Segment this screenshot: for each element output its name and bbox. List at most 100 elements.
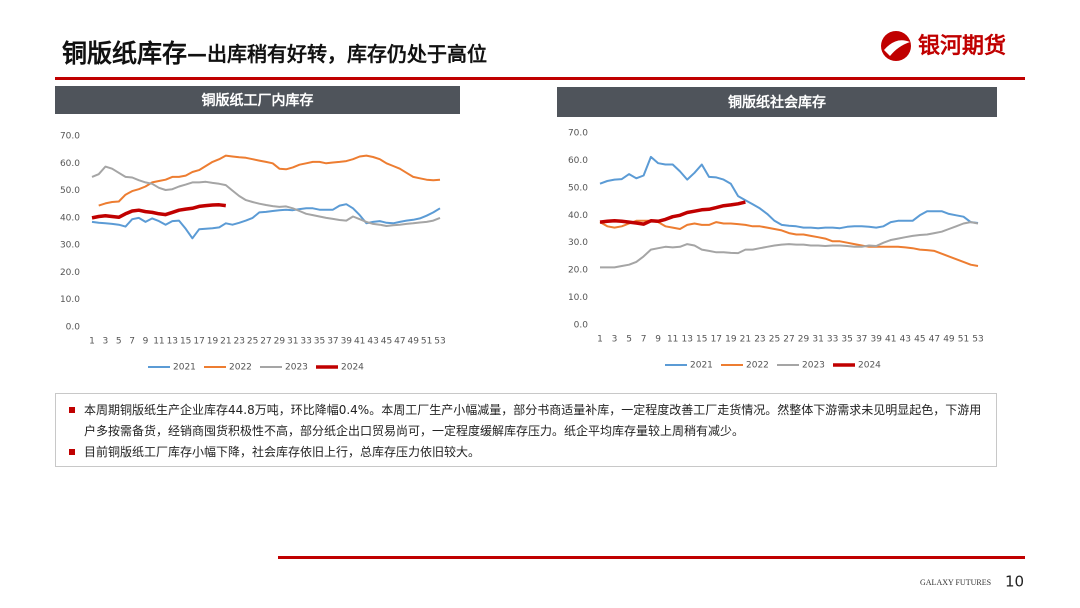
x-tick-label: 49 bbox=[943, 335, 955, 345]
x-tick-label: 11 bbox=[667, 335, 678, 345]
y-tick-label: 40.0 bbox=[568, 211, 588, 221]
title-main: 铜版纸库存 bbox=[62, 39, 187, 68]
x-tick-label: 1 bbox=[89, 337, 95, 347]
y-tick-label: 30.0 bbox=[60, 241, 80, 251]
legend-label: 2024 bbox=[858, 361, 881, 371]
series-line bbox=[98, 154, 441, 207]
x-tick-label: 3 bbox=[612, 335, 618, 345]
x-tick-label: 13 bbox=[167, 337, 178, 347]
chart-title-bar bbox=[55, 86, 460, 114]
x-tick-label: 41 bbox=[354, 337, 365, 347]
x-tick-label: 29 bbox=[274, 337, 286, 347]
x-tick-label: 7 bbox=[641, 335, 647, 345]
logo-swoosh bbox=[884, 40, 910, 56]
y-tick-label: 0.0 bbox=[574, 321, 589, 331]
x-tick-label: 41 bbox=[885, 335, 896, 345]
y-tick-label: 30.0 bbox=[568, 238, 588, 248]
y-tick-label: 40.0 bbox=[60, 213, 80, 223]
y-tick-label: 60.0 bbox=[568, 156, 588, 166]
x-tick-label: 43 bbox=[900, 335, 911, 345]
title-sub: —出库稍有好转，库存仍处于高位 bbox=[187, 42, 487, 66]
x-tick-label: 15 bbox=[180, 337, 191, 347]
x-tick-label: 39 bbox=[341, 337, 353, 347]
x-tick-label: 31 bbox=[287, 337, 298, 347]
x-tick-label: 5 bbox=[626, 335, 632, 345]
y-tick-label: 10.0 bbox=[60, 295, 80, 305]
x-tick-label: 21 bbox=[740, 335, 751, 345]
x-tick-label: 21 bbox=[220, 337, 231, 347]
series-line bbox=[599, 200, 746, 226]
x-tick-label: 5 bbox=[116, 337, 122, 347]
legend-label: 2021 bbox=[173, 363, 196, 373]
y-tick-label: 70.0 bbox=[568, 129, 588, 139]
x-tick-label: 43 bbox=[367, 337, 378, 347]
x-tick-label: 9 bbox=[655, 335, 661, 345]
x-tick-label: 23 bbox=[754, 335, 765, 345]
series-line bbox=[91, 165, 441, 227]
x-tick-label: 15 bbox=[696, 335, 707, 345]
x-tick-label: 9 bbox=[143, 337, 149, 347]
series-line bbox=[91, 203, 441, 240]
x-tick-label: 23 bbox=[234, 337, 245, 347]
chart-title-bar bbox=[557, 87, 997, 117]
x-tick-label: 19 bbox=[725, 335, 737, 345]
series-line bbox=[599, 155, 979, 230]
x-tick-label: 47 bbox=[394, 337, 405, 347]
logo-text: 银河期货 bbox=[918, 33, 1006, 59]
x-tick-label: 19 bbox=[207, 337, 219, 347]
chart-title: 铜版纸工厂内库存 bbox=[202, 92, 314, 109]
x-tick-label: 11 bbox=[153, 337, 164, 347]
y-tick-label: 10.0 bbox=[568, 293, 588, 303]
x-tick-label: 27 bbox=[260, 337, 271, 347]
series-line bbox=[91, 203, 227, 220]
series-line bbox=[599, 219, 979, 267]
x-tick-label: 53 bbox=[972, 335, 983, 345]
notes-box: 本周期铜版纸生产企业库存44.8万吨，环比降幅0.4%。本周工厂生产小幅减量，部… bbox=[55, 393, 997, 467]
y-tick-label: 50.0 bbox=[60, 186, 80, 196]
x-tick-label: 53 bbox=[434, 337, 445, 347]
chart-title: 铜版纸社会库存 bbox=[728, 94, 826, 111]
footer-brand: GALAXY FUTURES bbox=[920, 578, 991, 587]
x-tick-label: 13 bbox=[682, 335, 693, 345]
x-tick-label: 17 bbox=[193, 337, 204, 347]
x-tick-label: 33 bbox=[827, 335, 838, 345]
legend-label: 2023 bbox=[285, 363, 308, 373]
header-rule bbox=[55, 77, 1025, 80]
x-tick-label: 37 bbox=[856, 335, 867, 345]
y-tick-label: 0.0 bbox=[66, 323, 81, 333]
note: 目前铜版纸工厂库存小幅下降，社会库存依旧上行，总库存压力依旧较大。 bbox=[66, 442, 986, 463]
x-tick-label: 47 bbox=[929, 335, 940, 345]
x-tick-label: 17 bbox=[711, 335, 722, 345]
x-tick-label: 37 bbox=[327, 337, 338, 347]
y-tick-label: 50.0 bbox=[568, 183, 588, 193]
x-tick-label: 33 bbox=[300, 337, 311, 347]
y-tick-label: 20.0 bbox=[568, 266, 588, 276]
x-tick-label: 39 bbox=[871, 335, 883, 345]
legend-label: 2023 bbox=[802, 361, 825, 371]
slide-title: 铜版纸库存—出库稍有好转，库存仍处于高位 bbox=[62, 39, 487, 68]
y-tick-label: 20.0 bbox=[60, 268, 80, 278]
x-tick-label: 29 bbox=[798, 335, 810, 345]
y-tick-label: 70.0 bbox=[60, 132, 80, 142]
x-tick-label: 35 bbox=[314, 337, 325, 347]
x-tick-label: 1 bbox=[597, 335, 603, 345]
x-tick-label: 35 bbox=[841, 335, 852, 345]
legend-label: 2022 bbox=[229, 363, 252, 373]
x-tick-label: 31 bbox=[812, 335, 823, 345]
footer-rule bbox=[278, 556, 1025, 559]
y-tick-label: 60.0 bbox=[60, 159, 80, 169]
x-tick-label: 27 bbox=[783, 335, 794, 345]
series-line bbox=[600, 221, 979, 269]
x-tick-label: 45 bbox=[914, 335, 925, 345]
x-tick-label: 7 bbox=[129, 337, 135, 347]
x-tick-label: 3 bbox=[103, 337, 109, 347]
x-tick-label: 49 bbox=[408, 337, 420, 347]
x-tick-label: 25 bbox=[247, 337, 258, 347]
x-tick-label: 51 bbox=[421, 337, 432, 347]
legend-label: 2024 bbox=[341, 363, 364, 373]
x-tick-label: 45 bbox=[381, 337, 392, 347]
page-number: 10 bbox=[1005, 573, 1024, 591]
note: 本周期铜版纸生产企业库存44.8万吨，环比降幅0.4%。本周工厂生产小幅减量，部… bbox=[66, 400, 986, 442]
